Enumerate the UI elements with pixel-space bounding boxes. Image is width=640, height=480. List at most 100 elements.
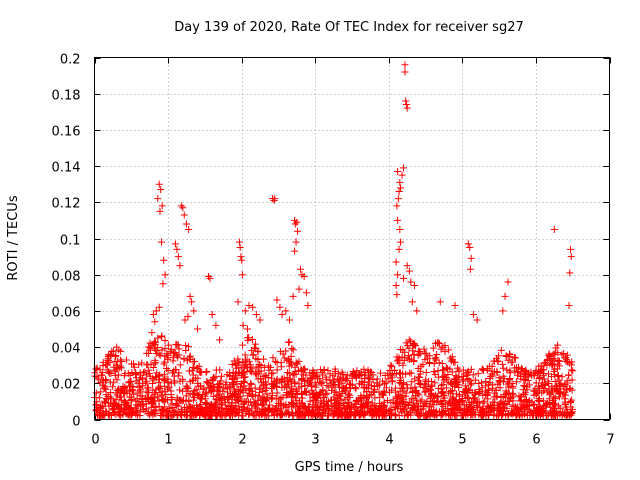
data-point [189, 407, 197, 415]
data-point [449, 401, 457, 409]
data-point [478, 365, 486, 373]
data-point [288, 345, 296, 353]
data-point [493, 392, 501, 400]
data-point [466, 244, 474, 252]
data-point [283, 357, 291, 365]
data-point [408, 404, 416, 412]
data-point [400, 357, 408, 365]
data-point [304, 301, 312, 309]
data-point [109, 399, 117, 407]
data-point [292, 238, 300, 246]
data-point [461, 392, 469, 400]
data-point [177, 202, 185, 210]
data-point [360, 365, 368, 373]
data-point [221, 395, 229, 403]
data-point [245, 385, 253, 393]
data-point [238, 369, 246, 377]
data-point [536, 373, 544, 381]
data-point [116, 404, 124, 412]
data-point [329, 412, 337, 420]
data-point [353, 367, 361, 375]
chart-title: Day 139 of 2020, Rate Of TEC Index for r… [174, 20, 523, 35]
data-point [172, 400, 180, 408]
data-point [160, 376, 168, 384]
data-point [336, 376, 344, 384]
data-point [381, 407, 389, 415]
data-point [273, 296, 281, 304]
data-point [141, 407, 149, 415]
data-point [568, 405, 576, 413]
data-point [328, 406, 336, 414]
data-point [568, 358, 576, 366]
data-point [120, 398, 128, 406]
data-point [497, 346, 505, 354]
data-point [400, 274, 407, 282]
data-point [394, 405, 402, 413]
data-point [185, 343, 193, 351]
data-point [402, 101, 410, 109]
data-point [441, 348, 449, 356]
data-point [554, 372, 562, 380]
data-point [288, 393, 296, 401]
data-point [304, 409, 312, 417]
data-point [369, 412, 377, 420]
data-point [558, 373, 566, 381]
x-tick-label: 6 [532, 433, 540, 448]
data-point [142, 379, 150, 387]
data-point [295, 285, 303, 293]
data-point [548, 384, 556, 392]
data-point [157, 238, 165, 246]
data-point [277, 394, 285, 402]
data-point [499, 400, 507, 408]
data-point [522, 366, 530, 374]
data-point [408, 394, 416, 402]
data-point [110, 405, 118, 413]
data-point [396, 398, 404, 406]
data-point [234, 298, 242, 306]
data-point [325, 409, 333, 417]
data-point [395, 187, 403, 195]
data-point [133, 408, 141, 416]
data-point [415, 391, 423, 399]
data-point [444, 404, 452, 412]
data-point [190, 396, 198, 404]
data-point [306, 397, 314, 405]
data-point [115, 411, 123, 419]
data-point [506, 369, 514, 377]
data-point [397, 184, 405, 192]
data-point [273, 366, 281, 374]
data-point [455, 366, 463, 374]
data-point [562, 354, 570, 362]
data-point [395, 359, 403, 367]
data-point [222, 378, 230, 386]
data-point [471, 376, 479, 384]
data-point [111, 371, 119, 379]
data-point [309, 403, 317, 411]
data-point [454, 403, 462, 411]
data-point [244, 405, 252, 413]
data-point [411, 383, 419, 391]
data-point [555, 402, 563, 410]
data-point [95, 394, 103, 402]
data-point [202, 395, 210, 403]
data-point [109, 409, 117, 417]
data-point [99, 411, 107, 419]
data-point [447, 389, 455, 397]
data-point [219, 387, 227, 395]
data-point [530, 387, 538, 395]
data-point [483, 402, 491, 410]
plot-frame [94, 57, 610, 420]
data-point [352, 404, 360, 412]
data-point [412, 387, 420, 395]
data-point [394, 271, 402, 279]
data-point [116, 387, 124, 395]
data-point [136, 382, 144, 390]
data-point [430, 368, 438, 376]
data-point [268, 385, 276, 393]
data-point [121, 383, 129, 391]
data-point [163, 364, 171, 372]
data-point [235, 393, 243, 401]
data-point [560, 350, 568, 358]
data-point [175, 369, 183, 377]
data-point [566, 399, 574, 407]
